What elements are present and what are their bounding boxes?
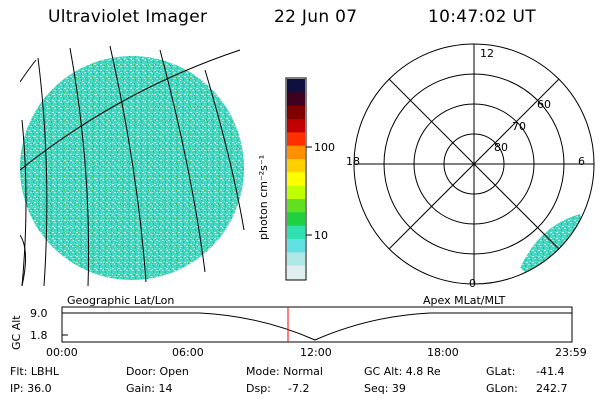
- altitude-curve: [62, 312, 572, 341]
- glat-value: -41.4: [536, 365, 565, 378]
- polar-hour-12: 12: [480, 47, 494, 60]
- mode-info: Mode: Normal: [246, 365, 323, 378]
- colorbar-stripe: [287, 212, 305, 227]
- polar-lat-80: 80: [494, 141, 508, 154]
- orbit-ytick-9: 9.0: [30, 307, 48, 320]
- colorbar-stripe: [287, 92, 305, 107]
- orbit-xtick-0000: 00:00: [46, 346, 78, 359]
- orbit-ytick-1-8: 1.8: [30, 329, 48, 342]
- colorbar-stripe: [287, 132, 305, 147]
- colorbar-stripe: [287, 172, 305, 187]
- colorbar-unit-label: photon cm⁻²s⁻¹: [257, 154, 270, 240]
- polar-plot: [353, 43, 595, 285]
- orbit-xtick-1800: 18:00: [427, 346, 459, 359]
- right-projection-label: Apex MLat/MLT: [423, 294, 506, 307]
- colorbar-stripe: [287, 185, 305, 200]
- colorbar-stripe: [287, 252, 305, 267]
- colorbar-stripe: [287, 239, 305, 253]
- gc-alt-info: GC Alt: 4.8 Re: [364, 365, 441, 378]
- orbit-xtick-2359: 23:59: [555, 346, 587, 359]
- app-title: Ultraviolet Imager: [48, 7, 208, 27]
- orbit-ylabel: GC Alt: [10, 315, 23, 350]
- dsp-label: Dsp:: [246, 382, 271, 395]
- polar-lat-70: 70: [512, 120, 526, 133]
- colorbar-stripe: [287, 265, 305, 280]
- seq-info: Seq: 39: [364, 382, 406, 395]
- ip-info: IP: 36.0: [10, 382, 52, 395]
- colorbar-stripe: [287, 145, 305, 160]
- colorbar-stripe: [287, 119, 305, 133]
- orbit-altitude-plot: [61, 306, 573, 343]
- gain-info: Gain: 14: [126, 382, 173, 395]
- door-info: Door: Open: [126, 365, 189, 378]
- colorbar-gradient: [287, 79, 305, 280]
- polar-hour-18: 18: [346, 155, 360, 168]
- left-projection-label: Geographic Lat/Lon: [67, 294, 175, 307]
- colorbar-stripe: [287, 225, 305, 240]
- orbit-xtick-0600: 06:00: [172, 346, 204, 359]
- date-label: 22 Jun 07: [274, 7, 358, 27]
- orbit-xtick-1200: 12:00: [300, 346, 332, 359]
- colorbar-stripe: [287, 159, 305, 173]
- colorbar-tick-10: 10: [314, 229, 328, 242]
- glon-label: GLon:: [486, 382, 518, 395]
- geographic-grid: [20, 45, 245, 286]
- colorbar-stripe: [287, 105, 305, 120]
- time-label: 10:47:02 UT: [428, 7, 536, 27]
- uv-image-panel: [20, 45, 245, 286]
- polar-lat-60: 60: [537, 98, 551, 111]
- filter-info: Flt: LBHL: [10, 365, 59, 378]
- polar-hour-0: 0: [469, 277, 476, 290]
- colorbar-tick-100: 100: [314, 141, 335, 154]
- colorbar-stripe: [287, 79, 305, 93]
- polar-hour-6: 6: [578, 155, 585, 168]
- colorbar-stripe: [287, 199, 305, 213]
- aurora-patch: [520, 214, 583, 276]
- colorbar: [285, 77, 312, 281]
- glat-label: GLat:: [486, 365, 516, 378]
- glon-value: 242.7: [536, 382, 568, 395]
- dsp-value: -7.2: [288, 382, 310, 395]
